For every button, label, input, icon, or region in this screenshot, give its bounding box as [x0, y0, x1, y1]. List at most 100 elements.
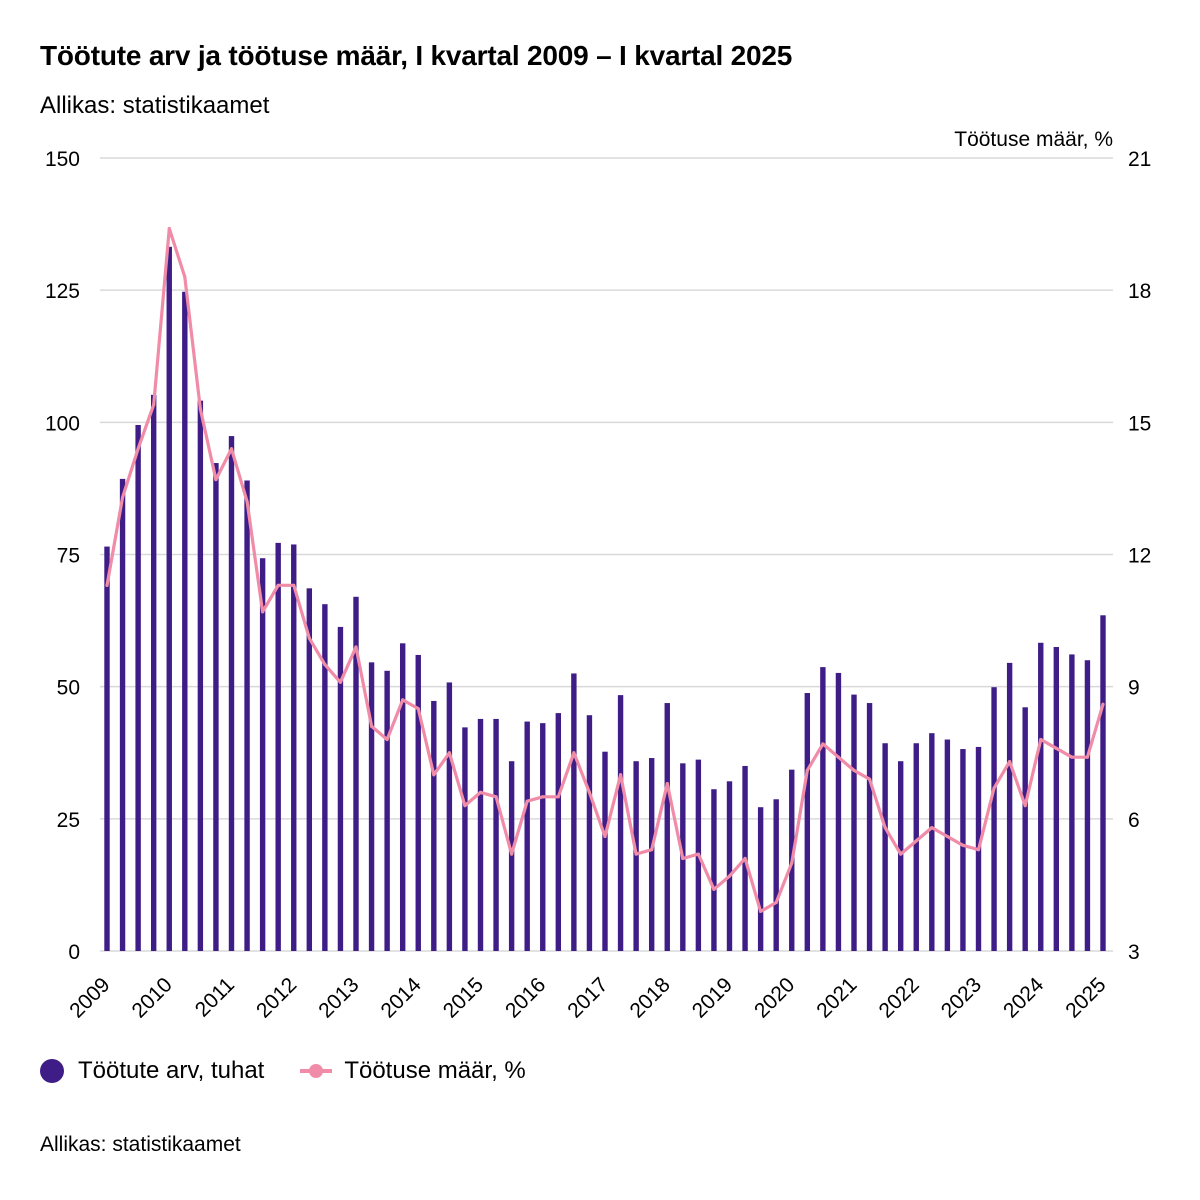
x-axis-tick-label: 2024 [999, 973, 1049, 1023]
right-axis-ticks: 3 6 9 12 15 18 21 [1128, 148, 1151, 964]
rate-point [261, 610, 265, 614]
rate-point [634, 852, 638, 856]
rate-point [727, 874, 732, 878]
rate-point [914, 839, 918, 843]
bar [617, 695, 624, 951]
rate-point [167, 226, 171, 231]
bar [322, 604, 328, 951]
right-axis-tick-label: 9 [1128, 677, 1140, 700]
x-axis-tick-label: 2020 [750, 973, 799, 1022]
bar [431, 700, 437, 951]
rate-point [743, 856, 747, 861]
chart-title: Töötute arv ja töötuse määr, I kvartal 2… [40, 40, 793, 71]
left-axis-tick-label: 100 [45, 412, 80, 435]
bar [477, 718, 484, 951]
bar [119, 478, 126, 951]
bar [197, 400, 204, 952]
right-axis-title: Töötuse määr, % [954, 128, 1113, 151]
rate-point [1054, 746, 1058, 750]
bar [1006, 662, 1013, 951]
x-axis-tick-label: 2018 [625, 973, 674, 1022]
bar [1053, 647, 1060, 951]
bar [586, 715, 593, 951]
left-axis-tick-label: 50 [57, 677, 80, 700]
rate-point [852, 768, 856, 772]
x-axis-tick-label: 2014 [376, 973, 426, 1023]
x-axis-tick-label: 2011 [191, 973, 239, 1021]
bar [711, 789, 717, 951]
bar [1100, 615, 1106, 951]
bar [851, 694, 857, 951]
rate-point [525, 799, 529, 803]
bar [991, 687, 997, 951]
rate-point [930, 826, 934, 830]
rate-point [120, 495, 125, 499]
bar [664, 703, 670, 951]
bar [882, 743, 888, 951]
bar [462, 727, 468, 951]
x-axis-tick-label: 2019 [688, 973, 737, 1022]
rate-point [774, 900, 778, 905]
rate-point [821, 742, 825, 746]
bar [1022, 707, 1028, 951]
bar [1038, 642, 1044, 951]
combo-chart: 0 25 50 75 100 125 150 3 6 9 12 15 18 21 Töötuse mää… [45, 128, 1151, 1023]
rate-point [976, 848, 981, 852]
bar [508, 761, 515, 951]
bar [182, 291, 188, 951]
x-axis-tick-label: 2022 [874, 973, 923, 1022]
left-axis-tick-label: 75 [57, 545, 80, 568]
legend: Töötute arv, tuhat Töötuse määr, % [40, 1055, 562, 1087]
line-marker-icon [300, 1064, 333, 1078]
rate-point [416, 707, 420, 711]
rate-point [681, 856, 685, 861]
rate-point [712, 887, 716, 891]
bar [571, 673, 577, 951]
rate-point [650, 848, 654, 852]
x-axis-tick-label: 2015 [439, 973, 488, 1022]
bar [291, 544, 297, 951]
left-axis-tick-label: 25 [57, 809, 80, 832]
legend-item-unemployment-rate: Töötuse määr, % [300, 1057, 526, 1085]
rate-point [899, 852, 903, 856]
rate-point [992, 786, 996, 790]
rate-point [510, 852, 514, 856]
line-series [105, 226, 1105, 914]
bar [804, 693, 811, 951]
right-axis-tick-label: 15 [1128, 412, 1151, 435]
bar [384, 670, 390, 951]
rate-point [307, 636, 311, 640]
rate-point [276, 583, 280, 587]
bar [773, 799, 779, 951]
right-axis-tick-label: 18 [1128, 280, 1151, 303]
rate-point [136, 447, 140, 451]
grid-lines [100, 157, 1113, 952]
bar [446, 682, 453, 951]
bar [835, 672, 842, 951]
bar [1069, 654, 1075, 951]
bar [306, 588, 313, 951]
bar [929, 733, 935, 951]
rate-point [229, 447, 234, 451]
rate-point [790, 861, 794, 865]
rate-point [805, 768, 809, 772]
bar [259, 558, 266, 951]
x-axis-tick-label: 2013 [314, 973, 363, 1022]
bar [104, 546, 110, 951]
rate-point [572, 751, 576, 755]
rate-point [1070, 755, 1074, 759]
rate-point [338, 680, 343, 684]
bar [493, 718, 499, 951]
left-axis-tick-label: 125 [45, 280, 80, 303]
rate-point [556, 795, 560, 799]
x-axis-ticks: 2009 2010 2011 2012 2013 2014 2015 2016 2017 2018… [65, 973, 1110, 1023]
rate-point [867, 777, 872, 781]
bar [524, 721, 530, 951]
source-note: Allikas: statistikaamet [40, 1133, 241, 1156]
bar [757, 807, 764, 951]
right-axis-tick-label: 21 [1128, 148, 1151, 171]
bar [648, 758, 655, 951]
left-axis-ticks: 0 25 50 75 100 125 150 [45, 148, 80, 964]
bar [897, 761, 904, 951]
bar [960, 749, 966, 951]
